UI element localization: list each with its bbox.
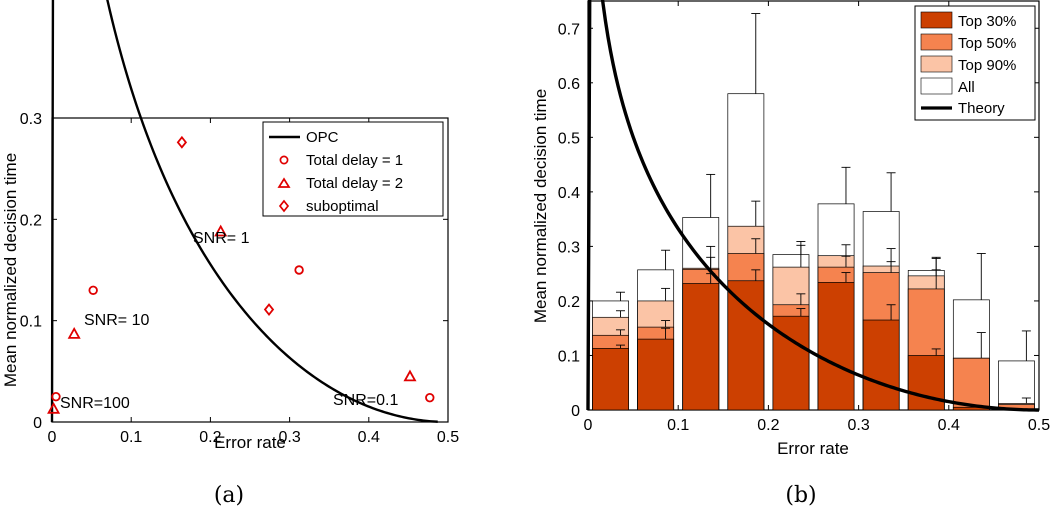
annotation-snr-10: SNR= 10 bbox=[84, 312, 149, 329]
x-tick-label: 0.2 bbox=[199, 429, 221, 446]
y-tick-label: 0.3 bbox=[558, 239, 580, 256]
suboptimal-point bbox=[263, 303, 275, 316]
legend-top30-label: Top 30% bbox=[958, 13, 1016, 30]
x-tick-label: 0.5 bbox=[1028, 417, 1050, 434]
annotation-snr-0-1: SNR=0.1 bbox=[333, 392, 398, 409]
legend-suboptimal-marker bbox=[278, 199, 290, 213]
panel-a-x-ticks: 0 0.1 0.2 0.3 0.4 0.5 bbox=[48, 118, 459, 446]
total-delay-2-point bbox=[47, 401, 61, 414]
legend-total-delay-2-label: Total delay = 2 bbox=[306, 175, 403, 192]
legend-total-delay-1-label: Total delay = 1 bbox=[306, 152, 403, 169]
legend-theory-label: Theory bbox=[958, 100, 1005, 117]
x-tick-label: 0.4 bbox=[358, 429, 380, 446]
all-bar bbox=[998, 360, 1035, 411]
legend-opc-label: OPC bbox=[306, 129, 339, 146]
panel-b-y-ticks: 0 0.1 0.2 0.3 0.4 0.5 0.6 0.7 bbox=[558, 21, 1039, 420]
annotation-snr-1: SNR= 1 bbox=[193, 230, 250, 247]
legend-suboptimal-label: suboptimal bbox=[306, 198, 379, 215]
total-delay-1-point bbox=[51, 391, 61, 402]
panel-a-scatter-chart: 0 0.1 0.2 0.3 0 0.1 0.2 0.3 0.4 0.5 SNR=100 SNR=… bbox=[1, 0, 459, 508]
top-30-bar bbox=[727, 280, 765, 411]
y-tick-label: 0 bbox=[33, 415, 42, 432]
panel-b-y-axis-label: Mean normalized decision time bbox=[531, 89, 550, 323]
y-tick-label: 0.7 bbox=[558, 21, 580, 38]
legend-all-label: All bbox=[958, 79, 975, 96]
y-tick-label: 0.1 bbox=[20, 314, 42, 331]
annotation-snr-100: SNR=100 bbox=[60, 395, 130, 412]
total-delay-1-point bbox=[88, 285, 98, 295]
panel-b-theory-layer bbox=[586, 0, 1040, 412]
total-delay-2-point bbox=[214, 224, 228, 237]
top-30-bar bbox=[907, 355, 945, 411]
x-tick-label: 0.4 bbox=[938, 417, 960, 434]
legend-all-swatch bbox=[920, 77, 953, 95]
top-30-bar bbox=[862, 319, 900, 411]
x-tick-label: 0.1 bbox=[120, 429, 142, 446]
panel-a-caption: (a) bbox=[214, 483, 244, 508]
panel-a-opc-layer bbox=[50, 0, 438, 423]
legend-top50-label: Top 50% bbox=[958, 35, 1016, 52]
x-tick-label: 0 bbox=[48, 429, 57, 446]
panel-b-bar-chart: 00.10.20.30.40.50.60.7 0 0.1 0.2 0.3 0.4 0.5 … bbox=[531, 0, 1050, 508]
y-tick-label: 0.2 bbox=[558, 294, 580, 311]
top-30-bar bbox=[592, 348, 629, 411]
y-tick-label: 0.6 bbox=[558, 76, 580, 93]
theory-curve bbox=[586, 0, 1040, 412]
top-30-bar bbox=[682, 283, 720, 411]
suboptimal-point bbox=[176, 135, 188, 149]
panel-b-x-ticks: 0 0.1 0.2 0.3 0.4 0.5 bbox=[584, 1, 1050, 434]
total-delay-2-point bbox=[403, 369, 417, 382]
y-tick-label: 0.2 bbox=[20, 212, 42, 229]
panel-b-bars bbox=[592, 93, 1035, 411]
panel-b-legend: Top 30% Top 50% Top 90% All Theory bbox=[914, 5, 1036, 121]
panel-a-markers bbox=[47, 135, 435, 414]
y-tick-label: 0.4 bbox=[558, 185, 580, 202]
top-30-bar bbox=[637, 338, 675, 411]
y-tick-label: 0 bbox=[571, 403, 580, 420]
x-tick-label: 0.3 bbox=[278, 429, 300, 446]
legend-top90-swatch bbox=[920, 55, 953, 73]
panel-a-x-axis-label: Error rate bbox=[214, 433, 286, 452]
top-30-bar bbox=[817, 282, 855, 411]
x-tick-label: 0.2 bbox=[757, 417, 779, 434]
x-tick-label: 0 bbox=[584, 417, 593, 434]
y-tick-label: 0.5 bbox=[558, 130, 580, 147]
opc-curve bbox=[50, 0, 438, 423]
x-tick-label: 0.5 bbox=[437, 429, 459, 446]
panel-a-y-ticks: 0 0.1 0.2 0.3 bbox=[20, 111, 448, 432]
y-tick-label: 0.1 bbox=[558, 348, 580, 365]
panel-b-error-bars bbox=[615, 13, 1031, 404]
panel-a-legend: OPC Total delay = 1 Total delay = 2 subo… bbox=[262, 121, 444, 217]
panel-a-y-axis-label: Mean normalized decision time bbox=[1, 153, 20, 387]
panel-b-caption: (b) bbox=[785, 483, 816, 508]
total-delay-1-point bbox=[425, 392, 435, 403]
legend-top90-label: Top 90% bbox=[958, 57, 1016, 74]
legend-total-delay-2-marker bbox=[277, 177, 291, 188]
x-tick-label: 0.3 bbox=[847, 417, 869, 434]
total-delay-2-point bbox=[67, 326, 81, 339]
total-delay-1-point bbox=[294, 265, 304, 275]
x-tick-label: 0.1 bbox=[667, 417, 689, 434]
legend-top30-swatch bbox=[920, 11, 953, 29]
legend-total-delay-1-marker bbox=[279, 155, 289, 165]
legend-top50-swatch bbox=[920, 33, 953, 51]
y-tick-label: 0.3 bbox=[20, 111, 42, 128]
panel-b-x-axis-label: Error rate bbox=[777, 439, 849, 458]
